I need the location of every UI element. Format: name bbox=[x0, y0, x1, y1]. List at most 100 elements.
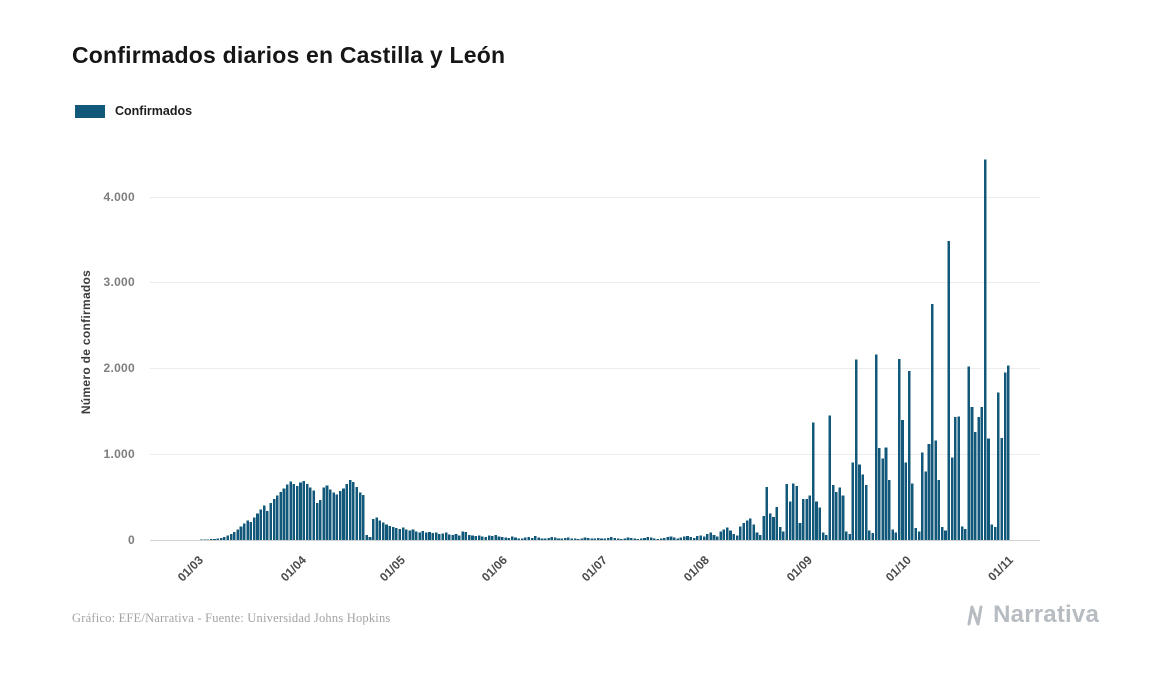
bar bbox=[792, 483, 795, 540]
bar bbox=[732, 533, 736, 540]
x-tick-label: 01/07 bbox=[578, 553, 610, 585]
bar bbox=[471, 535, 474, 540]
bar bbox=[669, 536, 673, 540]
bar bbox=[610, 536, 613, 540]
bar bbox=[213, 538, 216, 540]
bar bbox=[537, 537, 540, 540]
bar bbox=[577, 539, 580, 540]
bar bbox=[441, 533, 445, 540]
x-tick-label: 01/08 bbox=[680, 553, 712, 585]
bar bbox=[593, 538, 597, 540]
bar bbox=[653, 538, 656, 540]
bar bbox=[967, 366, 970, 540]
bar bbox=[464, 531, 468, 540]
bar bbox=[702, 536, 706, 540]
bar bbox=[226, 535, 230, 540]
bar bbox=[758, 534, 762, 540]
bar bbox=[785, 484, 789, 540]
bar bbox=[239, 526, 243, 540]
bar bbox=[606, 537, 610, 540]
bar bbox=[682, 536, 686, 540]
bar bbox=[411, 529, 415, 540]
bar bbox=[778, 527, 782, 540]
bar bbox=[739, 526, 742, 540]
bar bbox=[1000, 437, 1004, 540]
bar bbox=[586, 537, 590, 540]
bar bbox=[940, 527, 944, 540]
bar bbox=[798, 522, 802, 540]
bar bbox=[206, 539, 210, 540]
bar bbox=[851, 462, 855, 540]
bar bbox=[375, 517, 378, 540]
bar bbox=[692, 537, 696, 540]
bar bbox=[835, 491, 838, 540]
bar bbox=[500, 536, 504, 540]
bar bbox=[696, 536, 699, 540]
bar bbox=[285, 484, 289, 540]
bar bbox=[527, 536, 531, 540]
narrativa-logo: Narrativa bbox=[964, 601, 1099, 629]
bar bbox=[755, 532, 759, 540]
bar bbox=[405, 529, 408, 540]
bar bbox=[884, 447, 888, 540]
bar bbox=[699, 535, 703, 540]
bar bbox=[276, 495, 279, 540]
bar bbox=[719, 531, 722, 540]
bar bbox=[246, 520, 249, 540]
bar bbox=[715, 536, 719, 540]
bar bbox=[216, 538, 220, 540]
bar bbox=[481, 536, 484, 540]
bar bbox=[993, 527, 997, 540]
bar bbox=[262, 505, 266, 540]
gridline-4.000 bbox=[150, 196, 1040, 198]
bar bbox=[706, 533, 709, 540]
bar bbox=[983, 159, 987, 540]
bar bbox=[295, 485, 299, 540]
bar bbox=[603, 538, 607, 540]
bar bbox=[643, 537, 646, 540]
bar bbox=[620, 539, 623, 540]
bar bbox=[904, 462, 908, 540]
bar bbox=[398, 528, 402, 540]
bar bbox=[1007, 365, 1010, 540]
bar bbox=[467, 534, 471, 540]
bar bbox=[762, 515, 765, 540]
bar bbox=[418, 532, 421, 540]
bar bbox=[722, 529, 726, 540]
bar bbox=[613, 537, 617, 540]
bar bbox=[1003, 372, 1007, 540]
bar bbox=[788, 501, 792, 540]
bar bbox=[242, 523, 246, 540]
bar bbox=[325, 485, 329, 540]
bar bbox=[391, 527, 395, 540]
bar bbox=[772, 516, 775, 540]
bar bbox=[332, 492, 335, 540]
bar bbox=[328, 489, 332, 540]
bar bbox=[319, 500, 322, 540]
gridline-2.000 bbox=[150, 368, 1040, 370]
bar bbox=[507, 537, 511, 540]
bar bbox=[365, 534, 368, 540]
bar bbox=[252, 517, 256, 540]
bar bbox=[878, 448, 881, 540]
bar bbox=[689, 536, 693, 540]
bar bbox=[881, 458, 884, 540]
bar bbox=[947, 241, 951, 540]
bar bbox=[749, 518, 752, 540]
legend: Confirmados bbox=[75, 104, 192, 118]
bar bbox=[272, 498, 276, 540]
bar bbox=[497, 536, 501, 540]
bar bbox=[596, 537, 600, 540]
bar bbox=[960, 526, 964, 540]
bar bbox=[256, 513, 259, 540]
bar bbox=[997, 392, 1000, 540]
narrativa-wordmark: Narrativa bbox=[993, 601, 1099, 628]
bar bbox=[636, 539, 640, 540]
y-axis-title: Número de confirmados bbox=[79, 269, 93, 415]
bar bbox=[249, 521, 253, 540]
bar bbox=[355, 487, 359, 540]
bar bbox=[289, 481, 292, 540]
x-tick-label: 01/11 bbox=[985, 553, 1017, 584]
bar bbox=[848, 533, 851, 540]
bar bbox=[550, 536, 554, 540]
